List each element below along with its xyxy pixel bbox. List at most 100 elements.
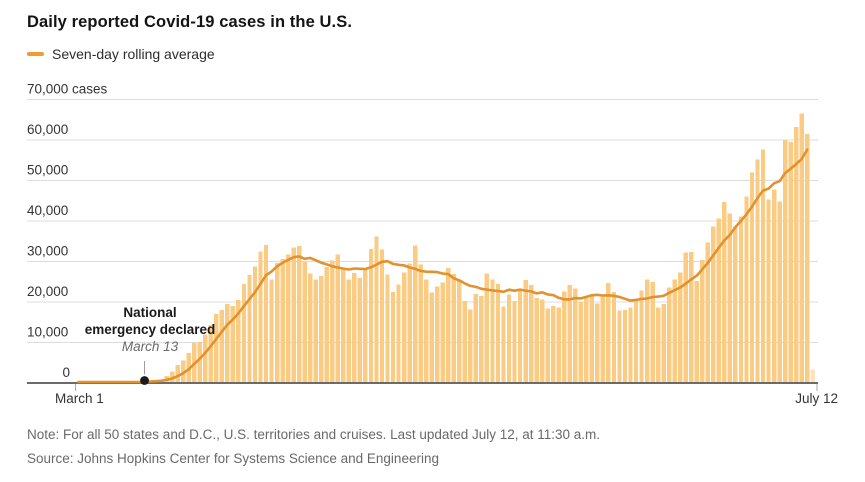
legend-line-swatch (27, 52, 44, 56)
daily-bar (423, 279, 429, 383)
daily-bar (644, 279, 650, 383)
daily-bar (727, 213, 733, 383)
daily-bar (760, 149, 766, 383)
x-axis-label-start: March 1 (55, 391, 104, 406)
daily-bar (545, 308, 550, 383)
daily-bar (412, 245, 418, 383)
daily-bar (236, 299, 241, 383)
daily-bar (241, 283, 247, 383)
daily-bar (495, 283, 501, 383)
daily-bar (622, 310, 628, 383)
daily-bar (567, 284, 572, 383)
daily-bar (484, 273, 490, 383)
daily-bar (650, 281, 655, 383)
daily-bar (562, 291, 567, 383)
daily-bar (379, 249, 385, 383)
daily-bar (666, 287, 672, 383)
daily-bar (755, 159, 760, 383)
daily-bar (401, 272, 407, 383)
daily-bar (175, 364, 180, 383)
daily-bar (335, 254, 340, 383)
daily-bar (479, 295, 484, 383)
daily-bar (468, 309, 473, 383)
daily-bar (738, 216, 744, 383)
daily-bar (528, 284, 534, 383)
daily-bar (346, 279, 352, 383)
daily-bar (766, 199, 771, 383)
daily-bar (363, 267, 368, 383)
daily-bar (639, 290, 644, 383)
y-tick-label: 0 (62, 365, 70, 380)
daily-bar (263, 244, 269, 383)
daily-bar (451, 274, 456, 383)
daily-bar (313, 279, 318, 383)
daily-bar (705, 242, 710, 383)
y-tick-label: 20,000 (27, 284, 68, 299)
daily-bar (512, 300, 517, 383)
daily-bar (446, 267, 451, 383)
daily-bar (280, 259, 285, 383)
daily-bar (473, 293, 479, 383)
daily-bar (716, 218, 722, 383)
daily-bar (573, 288, 578, 383)
daily-bar (744, 196, 749, 383)
daily-bar (777, 201, 782, 383)
daily-bar (617, 310, 622, 383)
chart-title: Daily reported Covid-19 cases in the U.S… (27, 13, 353, 31)
daily-bar (810, 369, 815, 383)
daily-bar (534, 297, 539, 383)
annotation-national-emergency: National emergency declared March 13 (60, 304, 240, 355)
legend: Seven-day rolling average (27, 46, 215, 62)
daily-bar (225, 304, 230, 383)
daily-bar (771, 189, 777, 383)
daily-bars (76, 113, 815, 384)
daily-bar (214, 314, 219, 383)
daily-bar (805, 133, 810, 383)
daily-bar (788, 142, 793, 383)
axis-ticks (75, 384, 818, 391)
legend-label: Seven-day rolling average (52, 46, 215, 62)
daily-bar (606, 282, 611, 383)
daily-bar (435, 286, 440, 383)
daily-bar (368, 248, 374, 383)
daily-bar (782, 140, 788, 383)
daily-bar (258, 251, 263, 384)
y-tick-label: 10,000 (27, 325, 68, 340)
daily-bar (661, 304, 666, 383)
annotation-line-1: National (123, 305, 177, 320)
daily-bar (799, 113, 804, 384)
daily-bar (440, 282, 445, 383)
daily-bar (302, 261, 307, 383)
daily-bar (589, 295, 595, 383)
daily-bar (584, 297, 589, 383)
daily-bar (308, 273, 313, 383)
daily-bar (523, 280, 528, 383)
daily-bar (551, 306, 556, 383)
daily-bar (506, 294, 512, 383)
daily-bar (793, 127, 799, 383)
footer-source: Source: Johns Hopkins Center for Systems… (27, 451, 439, 466)
daily-bar (683, 252, 688, 383)
daily-bar (457, 279, 462, 383)
daily-bar (352, 272, 357, 383)
daily-bar (285, 254, 291, 383)
daily-bar (274, 263, 280, 383)
daily-bar (230, 306, 236, 383)
y-tick-label: 70,000 cases (27, 82, 108, 97)
daily-bar (539, 299, 545, 383)
footer-note: Note: For all 50 states and D.C., U.S. t… (27, 427, 601, 442)
daily-bar (429, 292, 434, 383)
daily-bar (722, 201, 727, 383)
daily-bar (689, 251, 694, 383)
daily-bar (203, 334, 208, 383)
daily-bar (330, 260, 335, 383)
y-axis-labels: 0 10,000 20,000 30,000 40,000 50,000 60,000 70,… (27, 82, 108, 381)
daily-bar (324, 266, 329, 383)
daily-bar (319, 276, 324, 383)
annotation-line-2: emergency declared (84, 322, 216, 337)
daily-bar (595, 303, 600, 383)
annotation-marker-dot (140, 376, 149, 385)
daily-bar (711, 226, 716, 383)
